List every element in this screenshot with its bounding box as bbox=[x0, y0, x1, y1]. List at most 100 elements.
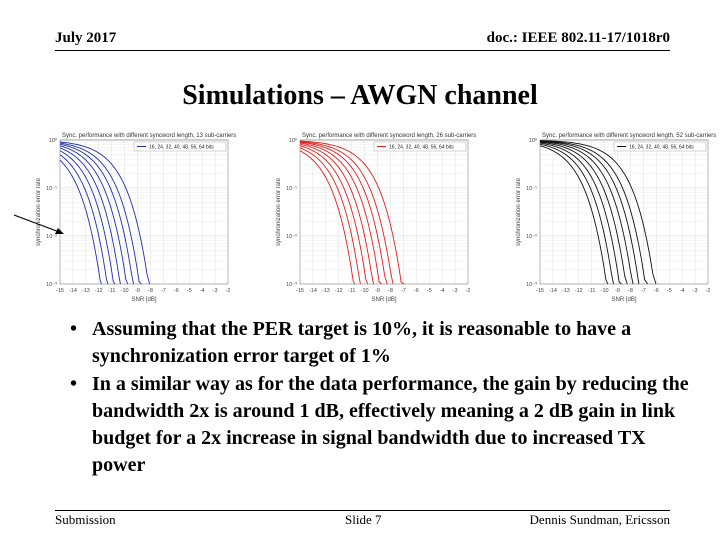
chart-title: Sync. performance with different syncwor… bbox=[542, 133, 716, 139]
series-line bbox=[539, 140, 648, 285]
legend-box bbox=[373, 141, 467, 152]
x-tick-label: -10 bbox=[601, 288, 609, 294]
y-axis-label: synchronization error rate bbox=[36, 177, 42, 246]
x-tick-label: -4 bbox=[440, 288, 445, 294]
series-line bbox=[539, 140, 640, 285]
x-tick-label: -5 bbox=[667, 288, 672, 294]
series-line bbox=[299, 145, 369, 285]
series-line bbox=[59, 147, 121, 285]
x-tick-label: -2 bbox=[466, 288, 471, 294]
x-tick-label: -9 bbox=[135, 288, 140, 294]
chart-svg: -15 -14 -13 -12 -11 -10 -9 -8 -7 -6 -5 -4 -3 -2 10⁰ 10⁻… bbox=[36, 133, 236, 303]
x-tick-label: -6 bbox=[414, 288, 419, 294]
series-line bbox=[539, 141, 634, 285]
y-tick-label: 10⁻² bbox=[286, 234, 297, 240]
y-tick-label: 10⁻³ bbox=[286, 282, 297, 288]
chart-svg: -15 -14 -13 -12 -11 -10 -9 -8 -7 -6 -5 -4 -3 -2 10⁰ 10⁻… bbox=[516, 133, 716, 303]
series-line bbox=[539, 145, 609, 285]
plot-area bbox=[59, 139, 229, 285]
series-line bbox=[539, 143, 614, 285]
x-tick-label: -5 bbox=[427, 288, 432, 294]
series-line bbox=[59, 143, 134, 285]
y-tick-label: 10⁻³ bbox=[526, 282, 537, 288]
footer-author: Dennis Sundman, Ericsson bbox=[529, 512, 670, 527]
header-doc-id: doc.: IEEE 802.11-17/1018r0 bbox=[486, 30, 670, 46]
x-tick-label: -13 bbox=[562, 288, 570, 294]
x-tick-label: -15 bbox=[536, 288, 544, 294]
bullet-list: Assuming that the PER target is 10%, it … bbox=[70, 316, 690, 480]
y-tick-label: 10⁻¹ bbox=[46, 186, 57, 192]
y-tick-label: 10⁰ bbox=[529, 137, 538, 144]
y-tick-label: 10⁻² bbox=[526, 234, 537, 240]
series-line bbox=[59, 150, 116, 285]
x-axis-label: SNR [dB] bbox=[611, 297, 636, 303]
x-tick-label: -11 bbox=[588, 288, 596, 294]
chart-title: Sync. performance with different syncwor… bbox=[62, 133, 236, 139]
plot-area bbox=[299, 139, 469, 285]
x-tick-label: -4 bbox=[680, 288, 685, 294]
series-line bbox=[539, 142, 622, 285]
plot-area bbox=[539, 139, 709, 285]
x-axis-label: SNR [dB] bbox=[371, 297, 396, 303]
x-tick-label: -12 bbox=[575, 288, 583, 294]
series-line bbox=[299, 141, 388, 285]
y-tick-label: 10⁻¹ bbox=[526, 186, 537, 192]
series-line bbox=[299, 143, 374, 285]
x-tick-label: -12 bbox=[335, 288, 343, 294]
x-tick-label: -7 bbox=[641, 288, 646, 294]
legend-box bbox=[133, 141, 227, 152]
x-tick-label: -5 bbox=[187, 288, 192, 294]
x-tick-label: -6 bbox=[654, 288, 659, 294]
series-line bbox=[539, 141, 628, 285]
bullet-item: In a similar way as for the data perform… bbox=[70, 371, 690, 479]
x-tick-label: -11 bbox=[348, 288, 356, 294]
x-tick-label: -8 bbox=[628, 288, 633, 294]
y-tick-label: 10⁰ bbox=[49, 137, 58, 144]
x-tick-label: -6 bbox=[174, 288, 179, 294]
header-divider bbox=[55, 50, 670, 51]
y-axis-label: synchronization error rate bbox=[276, 177, 282, 246]
chart-26-subcarriers: -15 -14 -13 -12 -11 -10 -9 -8 -7 -6 -5 -4 -3 -2 10⁰ 10⁻… bbox=[240, 126, 476, 306]
series-line bbox=[539, 140, 657, 285]
series-line bbox=[299, 147, 361, 285]
series-line bbox=[59, 154, 109, 285]
x-tick-label: -3 bbox=[693, 288, 698, 294]
x-tick-label: -8 bbox=[388, 288, 393, 294]
footer-submission: Submission bbox=[55, 512, 116, 527]
x-tick-label: -10 bbox=[121, 288, 129, 294]
x-tick-label: -13 bbox=[322, 288, 330, 294]
chart-title: Sync. performance with different syncwor… bbox=[302, 133, 476, 139]
series-line bbox=[59, 159, 102, 285]
legend-label: 16, 24, 32, 40, 48, 56, 64 bits bbox=[389, 144, 454, 150]
x-tick-label: -14 bbox=[309, 288, 317, 294]
y-tick-label: 10⁻¹ bbox=[286, 186, 297, 192]
pointer-arrow-icon bbox=[13, 214, 64, 234]
x-tick-label: -2 bbox=[706, 288, 711, 294]
chart-13-subcarriers: -15 -14 -13 -12 -11 -10 -9 -8 -7 -6 -5 -4 -3 -2 10⁰ 10⁻… bbox=[0, 126, 236, 306]
x-tick-label: -13 bbox=[82, 288, 90, 294]
slide-title: Simulations – AWGN channel bbox=[182, 80, 538, 111]
x-tick-label: -9 bbox=[615, 288, 620, 294]
x-tick-label: -4 bbox=[200, 288, 205, 294]
series-line bbox=[299, 142, 382, 285]
x-tick-label: -3 bbox=[213, 288, 218, 294]
legend-label: 16, 24, 32, 40, 48, 56, 64 bits bbox=[149, 144, 214, 150]
chart-svg: -15 -14 -13 -12 -11 -10 -9 -8 -7 -6 -5 -4 -3 -2 10⁰ 10⁻… bbox=[276, 133, 476, 303]
x-tick-label: -7 bbox=[161, 288, 166, 294]
x-tick-label: -12 bbox=[95, 288, 103, 294]
x-tick-label: -14 bbox=[549, 288, 557, 294]
bullet-item: Assuming that the PER target is 10%, it … bbox=[70, 316, 690, 370]
x-tick-label: -15 bbox=[56, 288, 64, 294]
footer-divider bbox=[55, 510, 670, 511]
series-line bbox=[59, 145, 129, 285]
x-tick-label: -11 bbox=[108, 288, 116, 294]
series-line bbox=[59, 142, 142, 285]
series-line bbox=[59, 141, 150, 285]
y-axis-label: synchronization error rate bbox=[516, 177, 522, 246]
x-axis-label: SNR [dB] bbox=[131, 297, 156, 303]
x-tick-label: -3 bbox=[453, 288, 458, 294]
header-date: July 2017 bbox=[55, 30, 117, 46]
y-tick-label: 10⁰ bbox=[289, 137, 298, 144]
y-tick-label: 10⁻² bbox=[46, 234, 57, 240]
series-line bbox=[299, 141, 394, 285]
